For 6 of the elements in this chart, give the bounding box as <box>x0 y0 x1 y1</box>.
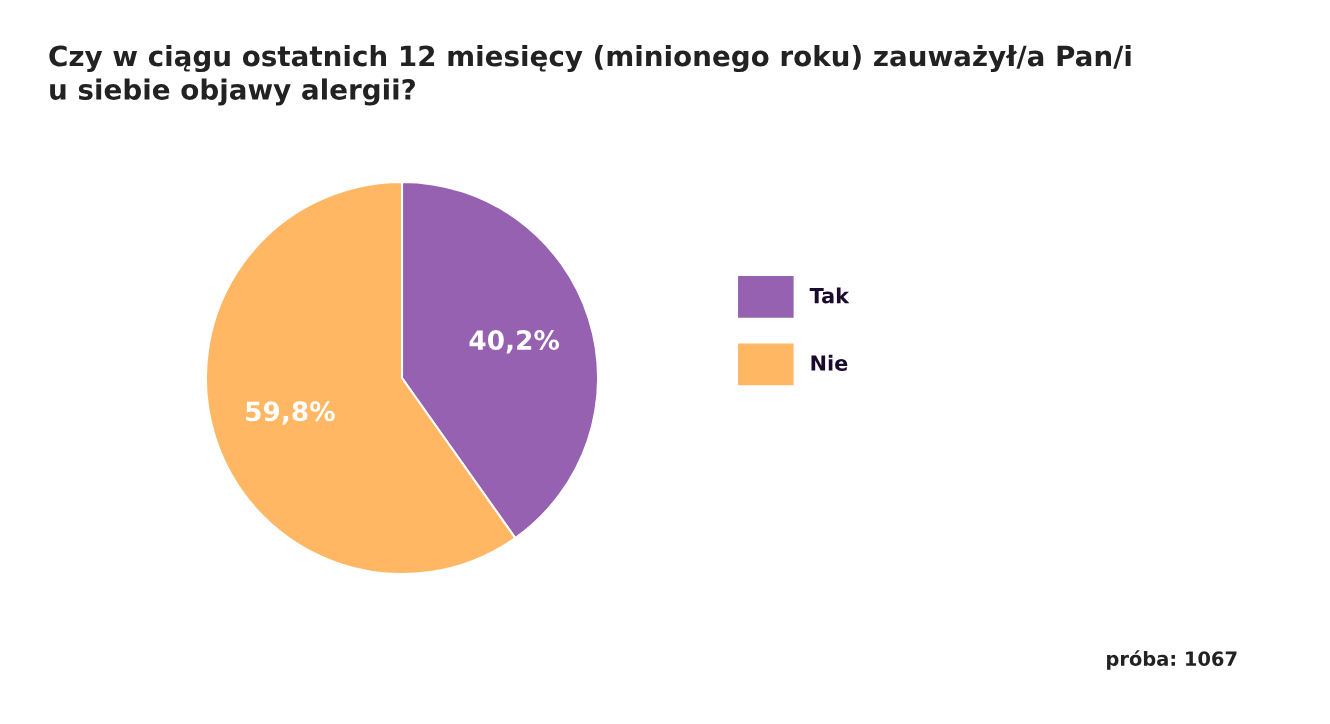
data-label: 40,2% <box>469 330 560 354</box>
text: próba: 1067 <box>1107 650 1237 670</box>
chart-title: Czy w ciągu ostatnich 12 miesięcy (minionego roku) zauważył/a Pan/i u siebie objawy alergii? <box>49 45 1131 106</box>
legend-label: Tak <box>809 287 850 304</box>
data-label: 59,8% <box>246 401 335 425</box>
legend-label: Nie <box>811 354 848 371</box>
